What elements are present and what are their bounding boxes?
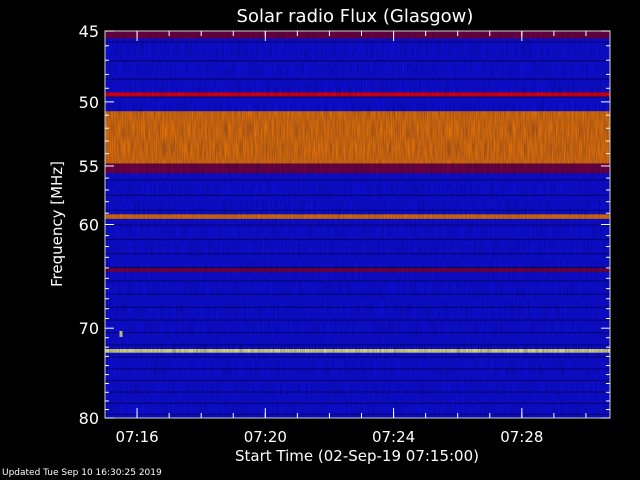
updated-timestamp: Updated Tue Sep 10 16:30:25 2019 bbox=[2, 468, 162, 478]
x-tick-label: 07:28 bbox=[500, 428, 543, 446]
y-tick-label: 50 bbox=[79, 93, 99, 112]
y-tick-label: 80 bbox=[79, 409, 99, 428]
y-tick-label: 70 bbox=[79, 319, 99, 338]
y-tick-label: 60 bbox=[79, 216, 99, 235]
x-tick-label: 07:16 bbox=[115, 428, 158, 446]
plot-noise bbox=[105, 31, 610, 418]
y-tick-label: 45 bbox=[79, 22, 99, 41]
x-tick-label: 07:24 bbox=[372, 428, 415, 446]
x-tick-label: 07:20 bbox=[244, 428, 287, 446]
y-axis-label: Frequency [MHz] bbox=[48, 161, 66, 287]
x-axis: 07:16 07:20 07:24 07:28 bbox=[115, 31, 587, 446]
x-axis-label: Start Time (02-Sep-19 07:15:00) bbox=[235, 447, 479, 465]
y-tick-label: 55 bbox=[79, 157, 99, 176]
plot-area bbox=[105, 31, 610, 418]
y-axis: 45 50 55 60 70 80 bbox=[79, 22, 611, 428]
chart-title: Solar radio Flux (Glasgow) bbox=[237, 6, 474, 27]
